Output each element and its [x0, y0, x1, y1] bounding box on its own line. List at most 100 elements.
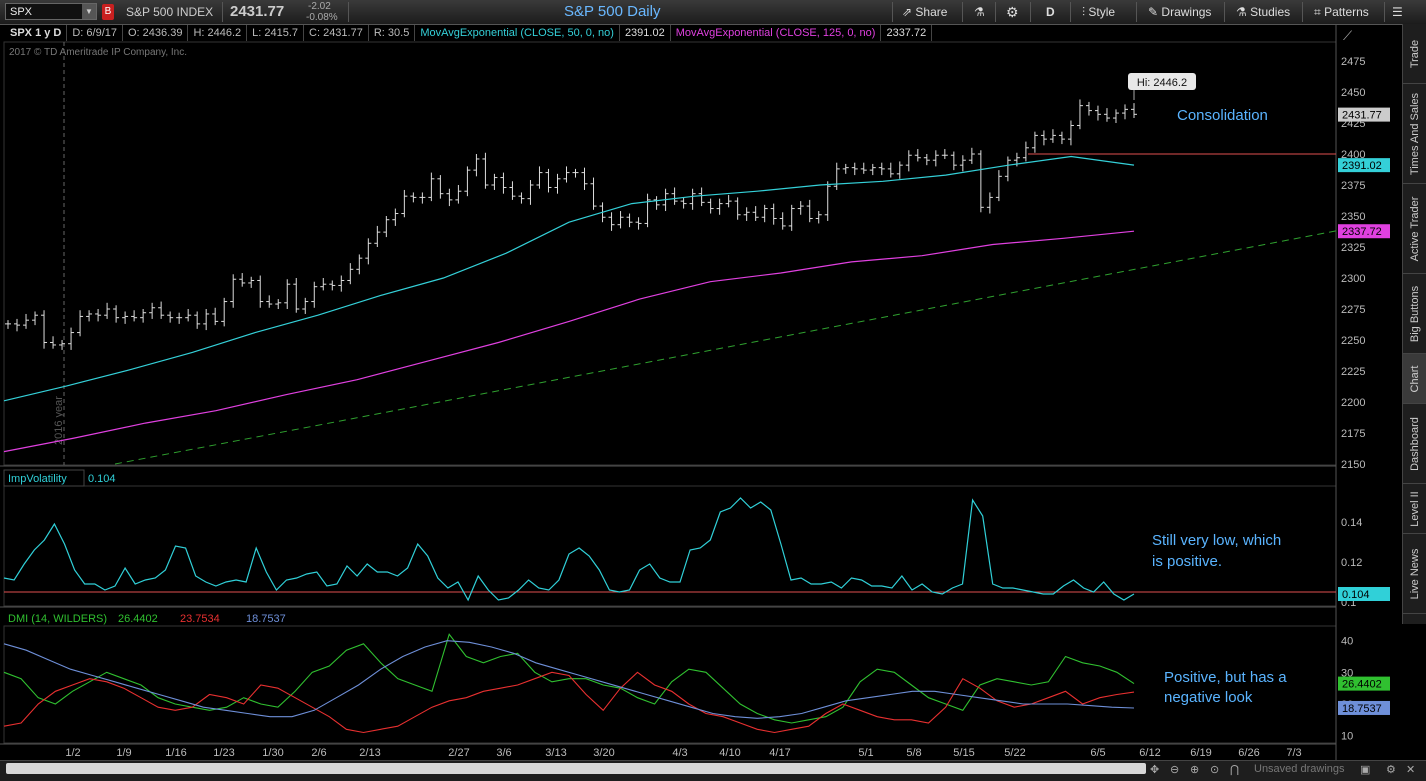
x-tick-label: 3/13 — [545, 747, 566, 759]
y-tick-label: 2400 — [1341, 149, 1365, 161]
dmi-adx-value: 18.7537 — [246, 613, 286, 625]
symbol-period: SPX 1 y D — [5, 25, 68, 41]
iv-flag: 0.104 — [1342, 589, 1370, 601]
tab-big-buttons[interactable]: Big Buttons — [1403, 274, 1426, 354]
share-button[interactable]: ⇗ Share — [902, 0, 947, 24]
x-tick-label: 1/16 — [165, 747, 186, 759]
dmi-di_minus-line — [3, 671, 1135, 734]
share-label: Share — [915, 5, 948, 19]
dmi-y-tick: 40 — [1341, 636, 1353, 648]
chart-area[interactable]: 2016 year Hi: 2446.2 Consolidation ImpVola… — [0, 0, 1400, 760]
dmi-di-plus-value: 26.4402 — [118, 613, 158, 625]
pan-icon[interactable]: ✥ — [1150, 764, 1160, 776]
iv-value: 0.104 — [88, 473, 116, 485]
y-tick-label: 2450 — [1341, 87, 1365, 99]
symbol-badge[interactable]: B — [102, 4, 114, 20]
tab-active-trader[interactable]: Active Trader — [1403, 184, 1426, 274]
zoom-in-icon[interactable]: ⊕ — [1190, 764, 1200, 776]
toolbar-divider — [1030, 2, 1031, 22]
timeframe-button[interactable]: D — [1046, 5, 1055, 19]
high-value: H: 2446.2 — [188, 25, 248, 41]
x-tick-label: 5/22 — [1004, 747, 1025, 759]
ema50-flag: 2391.02 — [1342, 160, 1382, 172]
y-tick-label: 2175 — [1341, 428, 1365, 440]
toolbar-divider — [1136, 2, 1137, 22]
iv-y-tick: 0.14 — [1341, 517, 1362, 529]
tab-chart[interactable]: Chart — [1403, 354, 1426, 404]
style-label: Style — [1088, 5, 1116, 19]
gear-icon[interactable]: ⚙ — [1006, 4, 1019, 20]
iv-line — [3, 497, 1135, 602]
iv-flag-box — [1338, 587, 1390, 601]
low-value: L: 2415.7 — [247, 25, 305, 41]
x-tick-label: 1/9 — [116, 747, 131, 759]
toolbar-divider — [222, 2, 223, 22]
drawings-button[interactable]: ✎ Drawings — [1148, 0, 1211, 24]
symbol-input[interactable]: SPX ▼ — [5, 3, 97, 20]
chevron-down-icon[interactable]: ▼ — [82, 4, 96, 19]
trend-line — [114, 230, 1337, 465]
tab-dashboard[interactable]: Dashboard — [1403, 404, 1426, 484]
save-icon[interactable]: ▣ — [1360, 764, 1371, 776]
ema50-label[interactable]: MovAvgExponential (CLOSE, 50, 0, no) — [415, 25, 620, 41]
price-flag: 2431.77 — [1342, 110, 1382, 122]
x-tick-label: 1/23 — [213, 747, 234, 759]
x-tick-label: 3/20 — [593, 747, 614, 759]
annotation-consolidation: Consolidation — [1177, 107, 1268, 124]
share-icon: ⇗ — [902, 5, 913, 19]
x-tick-label: 4/3 — [672, 747, 687, 759]
x-tick-label: 5/8 — [906, 747, 921, 759]
panel-frame — [3, 485, 1337, 607]
x-tick-label: 7/3 — [1286, 747, 1301, 759]
x-tick-label: 6/26 — [1238, 747, 1259, 759]
menu-icon[interactable]: ☰ — [1392, 5, 1403, 19]
zoom-out-icon[interactable]: ⊖ — [1170, 764, 1180, 776]
bottom-bar: ✥ ⊖ ⊕ ⊙ ⋂ Unsaved drawings ▣ ⚙ ✕ — [0, 760, 1426, 781]
gear-icon[interactable]: ⚙ — [1386, 764, 1396, 776]
panel-frame — [3, 41, 1337, 466]
studies-label: Studies — [1250, 5, 1291, 19]
iv-annotation-line1: Still very low, which — [1152, 532, 1281, 549]
x-tick-label: 5/1 — [858, 747, 873, 759]
toolbar-divider — [348, 2, 349, 22]
x-tick-label: 4/10 — [719, 747, 740, 759]
symbol-value: SPX — [10, 6, 33, 18]
dmi-title: DMI (14, WILDERS) — [8, 613, 107, 625]
ema125-flag: 2337.72 — [1342, 226, 1382, 238]
toolbar-divider — [1302, 2, 1303, 22]
tab-level-ii[interactable]: Level II — [1403, 484, 1426, 534]
high-label: Hi: 2446.2 — [1137, 77, 1187, 89]
dmi-adx-flag-box — [1338, 700, 1390, 715]
magnet-icon[interactable]: ⋂ — [1230, 764, 1240, 776]
flask-icon[interactable]: ⚗ — [974, 5, 985, 19]
x-tick-label: 1/30 — [262, 747, 283, 759]
y-tick-label: 2150 — [1341, 459, 1365, 471]
x-tick-label: 3/6 — [496, 747, 511, 759]
style-button[interactable]: ⫶ Style — [1082, 0, 1115, 24]
dmi-adx-line — [3, 640, 1135, 719]
price-change-percent: -0.08% — [306, 12, 338, 23]
ema125-label[interactable]: MovAvgExponential (CLOSE, 125, 0, no) — [671, 25, 882, 41]
close-icon[interactable]: ✕ — [1406, 764, 1416, 776]
y-tick-label: 2250 — [1341, 335, 1365, 347]
tab-trade[interactable]: Trade — [1403, 24, 1426, 84]
tab-times-and-sales[interactable]: Times And Sales — [1403, 84, 1426, 184]
x-tick-label: 4/17 — [769, 747, 790, 759]
tab-label: Live News — [1409, 548, 1421, 599]
studies-button[interactable]: ⚗ Studies — [1236, 0, 1290, 24]
dmi-annotation-line2: negative look — [1164, 689, 1253, 706]
patterns-button[interactable]: ⌗ Patterns — [1314, 0, 1369, 24]
date-value: D: 6/9/17 — [67, 25, 123, 41]
ema125-flag-box — [1338, 224, 1390, 239]
tab-live-news[interactable]: Live News — [1403, 534, 1426, 614]
tab-label: Dashboard — [1409, 416, 1421, 471]
x-tick-label: 2/27 — [448, 747, 469, 759]
dmi-di-minus-value: 23.7534 — [180, 613, 220, 625]
dmi-y-tick: 30 — [1341, 667, 1353, 679]
y-tick-label: 2225 — [1341, 366, 1365, 378]
pencil-icon: ✎ — [1148, 5, 1159, 19]
magnify-icon[interactable]: ⊙ — [1210, 764, 1220, 776]
horizontal-scrollbar[interactable] — [6, 763, 1146, 774]
iv-title: ImpVolatility — [8, 473, 67, 485]
pattern-icon: ⌗ — [1314, 5, 1321, 19]
